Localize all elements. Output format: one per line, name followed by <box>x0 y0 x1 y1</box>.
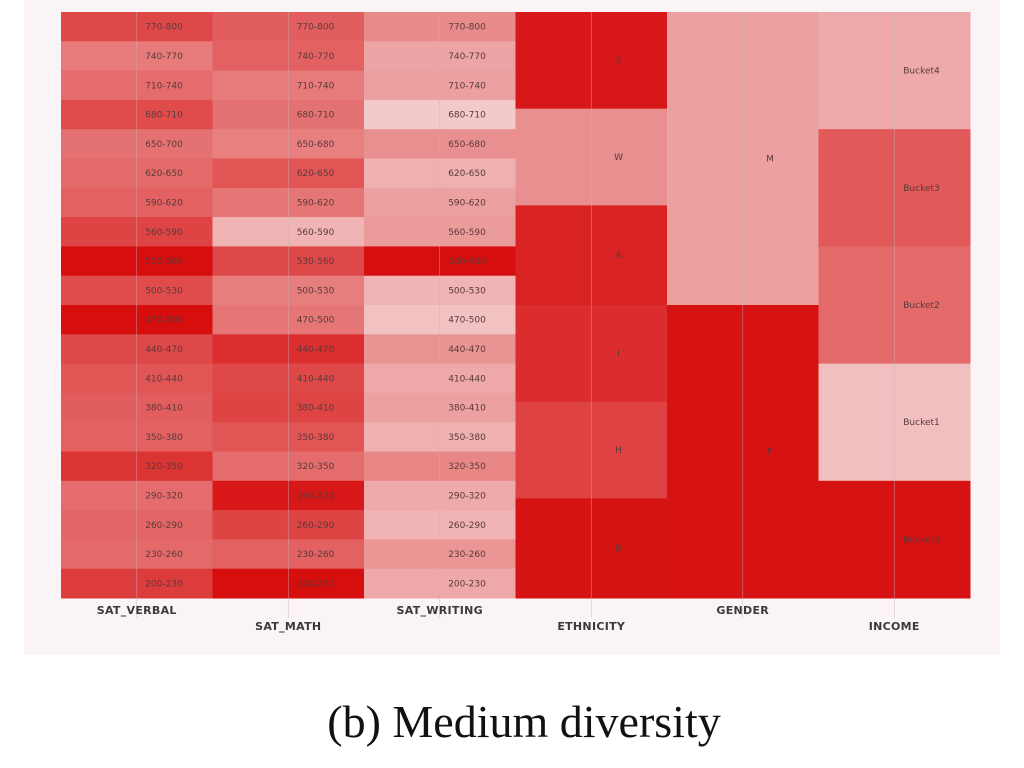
cell-label-sat-writing-13: 380-410 <box>448 404 486 414</box>
cell-label-sat-verbal-17: 260-290 <box>145 521 183 531</box>
cell-label-sat-verbal-12: 410-440 <box>145 374 183 384</box>
cell-label-sat-writing-0: 770-800 <box>448 23 486 33</box>
cell-label-ethnicity-2: A <box>615 251 622 261</box>
cell-label-sat-writing-11: 440-470 <box>448 345 486 355</box>
cell-label-sat-writing-19: 200-230 <box>448 579 486 589</box>
axis-label-gender: GENDER <box>716 604 769 617</box>
cell-label-sat-writing-1: 740-770 <box>448 52 486 62</box>
axis-label-ethnicity: ETHNICITY <box>557 620 626 633</box>
cell-label-sat-verbal-15: 320-350 <box>145 462 183 472</box>
cell-label-sat-writing-6: 590-620 <box>448 198 486 208</box>
cell-label-sat-math-7: 560-590 <box>297 228 335 238</box>
column-sat-math: 770-800 740-770 710-740 680-710 650-680 620-6… <box>212 12 365 633</box>
cell-label-sat-verbal-19: 200-230 <box>145 579 183 589</box>
cell-label-sat-verbal-7: 560-590 <box>145 228 183 238</box>
cell-label-sat-math-0: 770-800 <box>297 23 335 33</box>
cell-label-sat-math-16: 290-320 <box>297 491 335 501</box>
cell-label-sat-math-8: 530-560 <box>297 257 335 267</box>
cell-label-sat-writing-9: 500-530 <box>448 286 486 296</box>
cell-label-sat-math-14: 350-380 <box>297 433 335 443</box>
cell-label-ethnicity-5: B <box>615 544 621 554</box>
cell-label-sat-writing-12: 410-440 <box>448 374 486 384</box>
cell-label-sat-verbal-16: 290-320 <box>145 491 183 501</box>
axis-label-sat-math: SAT_MATH <box>255 620 321 633</box>
cell-label-sat-verbal-14: 350-380 <box>145 433 183 443</box>
column-income: Bucket4 Bucket3 Bucket2 Bucket1 Bucket5 INCOM… <box>818 12 971 633</box>
cell-label-gender-1: F <box>767 448 772 458</box>
cell-label-ethnicity-3: I <box>617 349 620 359</box>
cell-label-sat-writing-16: 290-320 <box>448 491 486 501</box>
cell-label-income-2: Bucket2 <box>903 301 940 311</box>
cell-label-sat-math-6: 590-620 <box>297 198 335 208</box>
cell-label-sat-verbal-18: 230-260 <box>145 550 183 560</box>
cell-label-sat-writing-15: 320-350 <box>448 462 486 472</box>
heatmap-columns: 770-800 740-770 710-740 680-710 650-700 620-6… <box>61 12 971 633</box>
cell-label-ethnicity-4: H <box>615 446 622 456</box>
cell-label-sat-verbal-10: 470-500 <box>145 316 183 326</box>
cell-label-sat-writing-5: 620-650 <box>448 169 486 179</box>
cell-label-sat-math-3: 680-710 <box>297 111 335 121</box>
cell-label-sat-math-5: 620-650 <box>297 169 335 179</box>
figure-caption: (b) Medium diversity <box>327 696 721 747</box>
cell-label-sat-math-9: 500-530 <box>297 286 335 296</box>
cell-label-sat-math-13: 380-410 <box>297 404 335 414</box>
cell-label-sat-math-12: 410-440 <box>297 374 335 384</box>
cell-label-sat-verbal-5: 620-650 <box>145 169 183 179</box>
cell-label-sat-math-2: 710-740 <box>297 81 335 91</box>
cell-label-sat-math-15: 320-350 <box>297 462 335 472</box>
cell-label-sat-verbal-3: 680-710 <box>145 111 183 121</box>
cell-label-sat-verbal-13: 380-410 <box>145 404 183 414</box>
cell-label-sat-math-11: 440-470 <box>297 345 335 355</box>
axis-label-income: INCOME <box>869 620 920 633</box>
cell-label-income-0: Bucket4 <box>903 67 940 77</box>
cell-label-sat-verbal-2: 710-740 <box>145 81 183 91</box>
cell-label-sat-writing-4: 650-680 <box>448 140 486 150</box>
cell-label-sat-verbal-1: 740-770 <box>145 52 183 62</box>
column-sat-writing: 770-800 740-770 710-740 680-710 650-680 620-6… <box>364 12 516 618</box>
cell-label-ethnicity-0: 3 <box>616 56 622 66</box>
cell-label-sat-writing-2: 710-740 <box>448 81 486 91</box>
cell-label-sat-writing-7: 560-590 <box>448 228 486 238</box>
cell-label-income-1: Bucket3 <box>903 184 940 194</box>
cell-label-sat-writing-14: 350-380 <box>448 433 486 443</box>
cell-label-sat-math-19: 200-230 <box>297 579 335 589</box>
cell-label-income-4: Bucket5 <box>903 535 940 545</box>
cell-label-gender-0: M <box>766 155 774 165</box>
cell-label-sat-verbal-4: 650-700 <box>145 140 183 150</box>
cell-label-sat-writing-10: 470-500 <box>448 316 486 326</box>
cell-label-ethnicity-1: W <box>614 153 623 163</box>
axis-label-sat-verbal: SAT_VERBAL <box>97 604 177 617</box>
column-sat-verbal: 770-800 740-770 710-740 680-710 650-700 620-6… <box>61 12 213 618</box>
cell-label-sat-math-1: 740-770 <box>297 52 335 62</box>
cell-label-income-3: Bucket1 <box>903 418 940 428</box>
cell-label-sat-verbal-6: 590-620 <box>145 198 183 208</box>
column-ethnicity: 3 W A I H B ETHNICITY <box>515 12 668 633</box>
cell-label-sat-math-17: 260-290 <box>297 521 335 531</box>
cell-label-sat-verbal-8: 530-560 <box>145 257 183 267</box>
cell-label-sat-math-18: 230-260 <box>297 550 335 560</box>
cell-label-sat-writing-18: 230-260 <box>448 550 486 560</box>
cell-label-sat-math-4: 650-680 <box>297 140 335 150</box>
cell-label-sat-writing-8: 530-560 <box>448 257 486 267</box>
column-gender: M F GENDER <box>667 12 819 618</box>
cell-label-sat-writing-17: 260-290 <box>448 521 486 531</box>
axis-label-sat-writing: SAT_WRITING <box>397 604 483 617</box>
cell-label-sat-verbal-9: 500-530 <box>145 286 183 296</box>
cell-label-sat-verbal-0: 770-800 <box>145 23 183 33</box>
cell-label-sat-math-10: 470-500 <box>297 316 335 326</box>
cell-label-sat-writing-3: 680-710 <box>448 111 486 121</box>
cell-label-sat-verbal-11: 440-470 <box>145 345 183 355</box>
